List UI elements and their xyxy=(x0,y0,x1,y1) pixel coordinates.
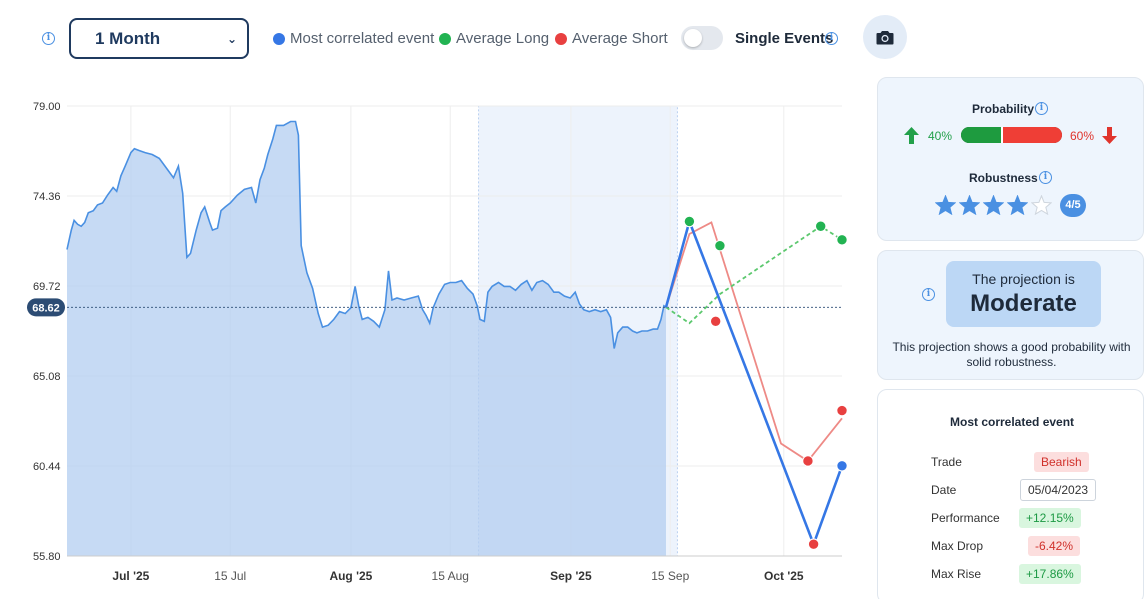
projection-marker xyxy=(815,220,827,232)
x-tick-label: 15 Aug xyxy=(432,569,469,583)
trade-label: Trade xyxy=(931,455,962,469)
x-tick-label: Oct '25 xyxy=(764,569,804,583)
projection-description: This projection shows a good probability… xyxy=(892,340,1131,369)
projection-panel: i The projection is Moderate This projec… xyxy=(877,250,1144,380)
projection-marker xyxy=(683,215,696,228)
projection-box: The projection is Moderate xyxy=(946,261,1101,327)
single-events-info-icon[interactable]: i xyxy=(825,32,838,45)
star-filled-icon xyxy=(983,195,1004,215)
y-tick-label: 55.80 xyxy=(33,551,61,563)
max-drop-label: Max Drop xyxy=(931,539,984,553)
legend-average-long[interactable]: Average Long xyxy=(439,30,549,47)
probability-panel: Probability i 40% 60% Robustness i 4/5 xyxy=(877,77,1144,241)
legend-average-short[interactable]: Average Short xyxy=(555,30,668,47)
projection-marker xyxy=(836,234,848,246)
x-tick-label: 15 Sep xyxy=(651,569,689,583)
arrow-up-icon xyxy=(904,127,919,144)
projection-marker xyxy=(714,239,726,252)
projection-info-icon[interactable]: i xyxy=(922,288,935,301)
legend-dot-icon xyxy=(555,32,567,45)
legend-dot-icon xyxy=(439,32,451,45)
projection-marker xyxy=(802,455,814,467)
max-rise-value: +17.86% xyxy=(1019,564,1081,584)
projection-line-most-correlated-event xyxy=(664,217,844,548)
legend-most-correlated[interactable]: Most correlated event xyxy=(273,30,434,47)
x-tick-label: Jul '25 xyxy=(112,569,149,583)
legend-label: Average Short xyxy=(572,30,668,47)
price-chart[interactable]: 79.00 74.36 69.72 65.08 60.44 55.80 Jul '25 15 … xyxy=(0,80,860,599)
current-price-badge xyxy=(27,298,65,317)
trade-value: Bearish xyxy=(1034,452,1089,472)
projection-marker xyxy=(807,538,820,550)
y-tick-label: 74.36 xyxy=(33,191,61,203)
date-value: 05/04/2023 xyxy=(1020,479,1097,501)
robustness-stars xyxy=(935,195,1052,215)
performance-label: Performance xyxy=(931,511,1000,525)
y-tick-label: 69.72 xyxy=(33,281,61,293)
max-rise-label: Max Rise xyxy=(931,567,982,581)
x-tick-label: 15 Jul xyxy=(214,569,246,583)
arrow-down-icon xyxy=(1102,127,1117,144)
y-tick-label: 60.44 xyxy=(33,461,61,473)
price-area xyxy=(67,121,666,556)
projection-rating: Moderate xyxy=(970,290,1077,317)
projection-line-average-long xyxy=(665,225,843,325)
period-select-value: 1 Month xyxy=(95,28,161,48)
projection-marker xyxy=(709,315,722,328)
projection-marker xyxy=(836,404,848,417)
y-tick-label: 79.00 xyxy=(33,101,61,113)
y-tick-label: 65.08 xyxy=(33,371,61,383)
price-line xyxy=(66,120,667,349)
star-filled-icon xyxy=(1007,195,1028,215)
camera-icon xyxy=(876,30,894,44)
probability-long-fill xyxy=(961,127,1001,143)
current-price-label: 68.62 xyxy=(32,302,60,314)
performance-value: +12.15% xyxy=(1019,508,1081,528)
most-correlated-title: Most correlated event xyxy=(950,415,1075,429)
star-filled-icon xyxy=(959,195,980,215)
single-events-label: Single Events xyxy=(735,30,834,47)
max-drop-value: -6.42% xyxy=(1028,536,1081,556)
probability-bar-separator xyxy=(1000,127,1003,143)
robustness-title: Robustness xyxy=(969,171,1038,185)
probability-short-pct: 60% xyxy=(1070,129,1095,143)
most-correlated-panel: Most correlated event Trade Bearish Date… xyxy=(877,389,1144,599)
probability-info-icon[interactable]: i xyxy=(1035,102,1048,115)
probability-long-pct: 40% xyxy=(928,129,953,143)
x-tick-label: Sep '25 xyxy=(550,569,592,583)
projection-intro: The projection is xyxy=(972,271,1075,287)
toggle-knob xyxy=(684,29,702,47)
projection-marker xyxy=(836,460,848,472)
x-tick-label: Aug '25 xyxy=(329,569,372,583)
date-label: Date xyxy=(931,483,957,497)
probability-title: Probability xyxy=(972,102,1035,116)
probability-bar xyxy=(961,127,1062,143)
projection-line-average-short xyxy=(665,221,843,463)
star-empty-icon xyxy=(1031,195,1052,215)
probability-short-fill xyxy=(1002,127,1062,143)
legend-label: Average Long xyxy=(456,30,550,47)
screenshot-button[interactable] xyxy=(863,15,907,59)
single-events-toggle[interactable] xyxy=(681,26,723,50)
star-filled-icon xyxy=(935,195,956,215)
period-info-icon[interactable]: i xyxy=(42,32,55,45)
chevron-down-icon: ⌄ xyxy=(226,31,237,46)
period-select[interactable]: 1 Month ⌄ xyxy=(69,18,249,59)
legend-dot-icon xyxy=(273,32,285,45)
robustness-info-icon[interactable]: i xyxy=(1039,171,1052,184)
legend-label: Most correlated event xyxy=(290,30,435,47)
robustness-badge: 4/5 xyxy=(1060,194,1086,217)
